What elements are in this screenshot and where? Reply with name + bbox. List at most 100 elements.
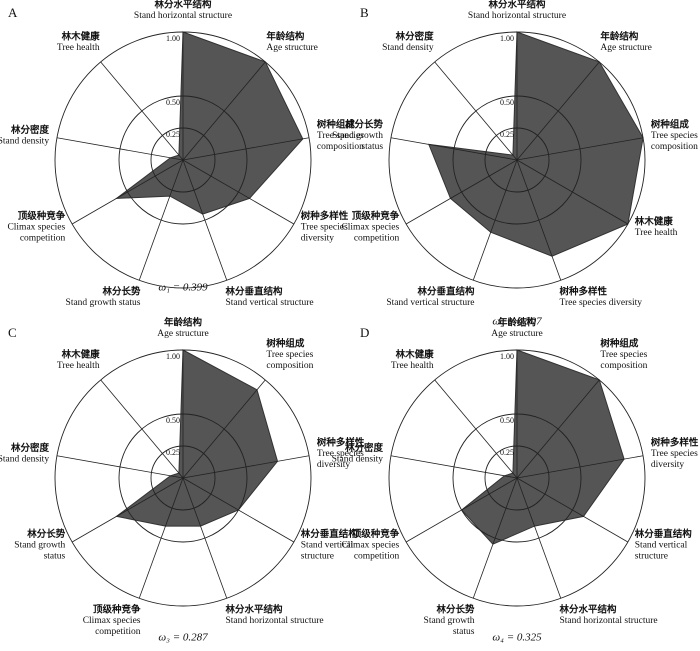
radar-area: [115, 349, 279, 527]
axis-label-en: Stand growth: [424, 616, 475, 626]
panel-label: B: [360, 5, 369, 20]
axis-label-zh: 林分密度: [11, 124, 50, 136]
spoke: [182, 477, 295, 543]
axis-label-zh: 树种多样性: [317, 436, 365, 448]
r-tick-label: 0.50: [166, 98, 180, 107]
spoke: [138, 477, 184, 599]
panel-label: C: [8, 325, 17, 340]
spoke: [100, 61, 184, 161]
axis-label-en: Tree species: [651, 131, 698, 141]
axis-label-en: Tree species: [301, 223, 348, 233]
axis-label-zh: 林分垂直结构: [226, 285, 284, 297]
spoke: [434, 379, 518, 479]
spoke: [182, 137, 310, 161]
axis-label-en: Age structure: [266, 43, 317, 53]
axis-label-en: Stand growth: [332, 131, 383, 141]
axis-label-en: status: [44, 552, 66, 562]
axis-label-zh: 树种多样性: [651, 436, 699, 448]
axis-label-en: Stand growth status: [66, 298, 141, 308]
spoke: [405, 159, 518, 225]
axis-label-zh: 林木健康: [62, 348, 101, 360]
axis-label-en: Stand vertical: [635, 541, 688, 551]
radar-area: [114, 31, 304, 215]
axis-label-zh: 年龄结构: [164, 317, 203, 329]
axis-label-zh: 树种组成: [317, 118, 356, 130]
axis-label-en: Tree species: [600, 350, 647, 360]
spoke: [516, 455, 644, 479]
spoke: [182, 379, 266, 479]
r-tick-label: 0.25: [166, 448, 180, 457]
axis-label-en: Stand density: [332, 455, 384, 465]
axis-label-zh: 顶级种竞争: [18, 210, 66, 222]
axis-label-zh: 顶级种竞争: [352, 528, 400, 540]
spoke: [71, 477, 184, 543]
spoke: [182, 159, 228, 281]
spoke: [71, 159, 184, 225]
axis-label-en: composition: [266, 361, 313, 371]
spoke: [100, 379, 184, 479]
axis-label-en: structure: [635, 552, 668, 562]
axis-label-zh: 树种组成: [266, 337, 305, 349]
axis-label-zh: 树种组成: [600, 337, 639, 349]
spoke: [405, 477, 518, 543]
axis-label-zh: 顶级种竞争: [352, 210, 400, 222]
axis-label-en: Stand growth: [14, 541, 65, 551]
axis-label-zh: 林分垂直结构: [635, 528, 693, 540]
axis-label-en: diversity: [317, 460, 350, 470]
axis-label-en: Tree health: [635, 228, 678, 238]
axis-label-zh: 林木健康: [62, 30, 101, 42]
axis-label-zh: 年龄结构: [498, 317, 537, 329]
axis-label-en: status: [361, 142, 383, 152]
spoke: [182, 455, 310, 479]
axis-label-en: Stand horizontal structure: [560, 616, 658, 626]
axis-label-en: Tree species diversity: [560, 298, 643, 308]
spoke: [516, 137, 644, 161]
axis-label-en: composition: [317, 142, 364, 152]
axis-label-zh: 林分水平结构: [154, 0, 212, 11]
axis-label-zh: 树种多样性: [301, 210, 349, 222]
axis-label-en: Tree species: [317, 131, 364, 141]
spoke: [390, 455, 518, 479]
spoke: [390, 137, 518, 161]
spoke: [516, 379, 600, 479]
axis-label-zh: 林分水平结构: [226, 603, 284, 615]
panel-label: D: [360, 325, 369, 340]
r-tick-label: 0.50: [500, 416, 514, 425]
spoke: [516, 477, 562, 599]
spoke: [182, 477, 228, 599]
axis-label-en: Climax species: [341, 541, 399, 551]
radar-area: [428, 31, 644, 257]
spoke: [516, 61, 600, 161]
axis-label-zh: 林分水平结构: [560, 603, 618, 615]
r-tick-label: 1.00: [166, 352, 180, 361]
axis-label-zh: 林分垂直结构: [417, 285, 475, 297]
axis-label-en: composition: [651, 142, 698, 152]
axis-label-en: Stand vertical: [301, 541, 354, 551]
caption: ω₄ = 0.325: [492, 632, 542, 644]
axis-label-zh: 树种多样性: [560, 285, 608, 297]
r-tick-label: 1.00: [166, 34, 180, 43]
axis-label-en: Climax species: [341, 223, 399, 233]
axis-label-en: Stand density: [0, 137, 49, 147]
axis-label-zh: 年龄结构: [600, 30, 639, 42]
spoke: [138, 159, 184, 281]
spoke: [56, 137, 184, 161]
axis-label-en: Stand vertical structure: [386, 298, 474, 308]
axis-label-zh: 林分密度: [345, 442, 384, 454]
r-tick-label: 0.50: [500, 98, 514, 107]
axis-label-en: Tree health: [57, 43, 100, 53]
axis-label-en: Climax species: [7, 223, 65, 233]
r-tick-label: 1.00: [500, 34, 514, 43]
spoke: [516, 159, 562, 281]
axis-label-en: Tree health: [57, 361, 100, 371]
axis-label-en: Stand horizontal structure: [134, 11, 232, 21]
spoke: [434, 61, 518, 161]
axis-label-en: Tree species: [317, 449, 364, 459]
axis-label-en: Stand density: [0, 455, 49, 465]
caption: ω₁ = 0.399: [158, 282, 208, 294]
r-tick-label: 1.00: [500, 352, 514, 361]
spoke: [472, 477, 518, 599]
r-tick-label: 0.25: [500, 130, 514, 139]
axis-label-en: Tree health: [391, 361, 434, 371]
